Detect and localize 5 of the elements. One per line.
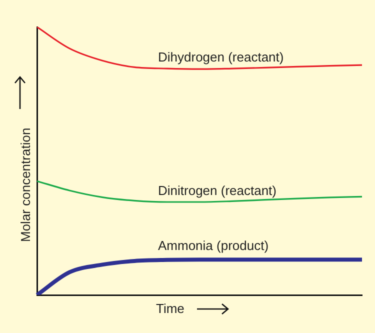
series-label: Ammonia (product) bbox=[158, 238, 269, 253]
series-label: Dihydrogen (reactant) bbox=[158, 50, 284, 65]
x-axis-title: Time bbox=[156, 301, 184, 316]
y-axis-title: Molar concentration bbox=[18, 128, 33, 242]
series-label: Dinitrogen (reactant) bbox=[158, 183, 276, 198]
